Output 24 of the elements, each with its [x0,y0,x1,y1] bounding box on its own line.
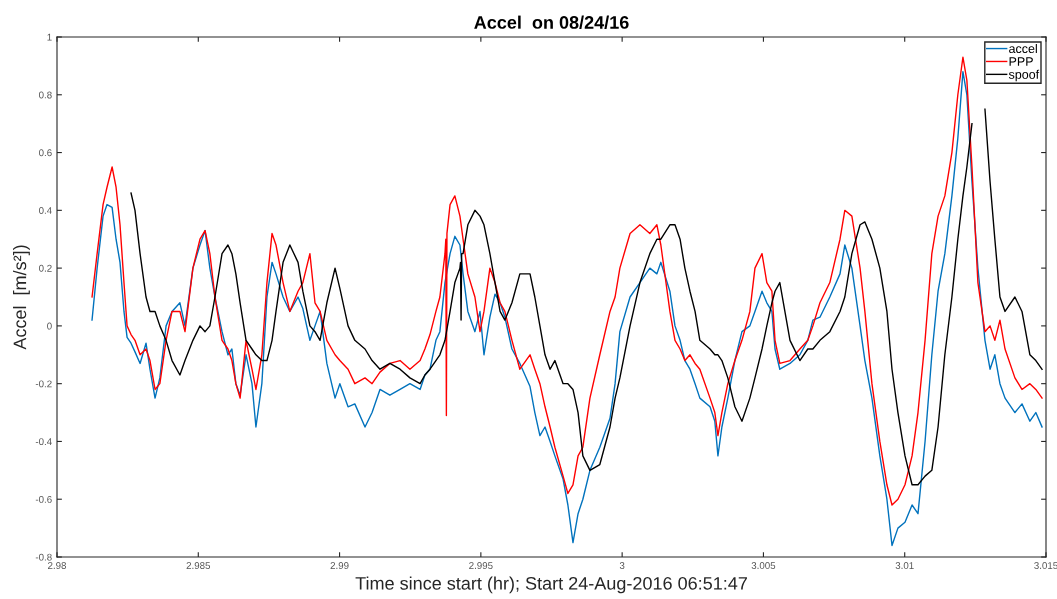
y-tick-label: -0.8 [35,553,52,561]
x-tick-label: 3.005 [751,562,776,569]
y-tick-label: 0.8 [39,91,52,99]
legend-label: PPP [1009,57,1033,66]
x-tick-label: 2.98 [48,562,67,569]
x-tick-label: 3 [619,562,625,569]
legend-label: accel [1009,43,1037,54]
x-tick-label: 3.01 [895,562,914,569]
y-tick-label: 0 [47,322,52,330]
y-tick-label: 1 [47,33,52,41]
y-tick-label: -0.4 [35,438,52,446]
legend-label: spoof [1008,69,1040,82]
x-tick-label: 2.99 [330,562,349,569]
y-tick-label: 0.6 [39,149,52,157]
x-tick-label: 2.985 [186,562,211,569]
x-tick-label: 3.015 [1034,562,1057,569]
x-axis-title: Time since start (hr); Start 24-Aug-2016 06:51:47 [355,576,747,594]
x-tick-label: 2.995 [469,562,493,569]
chart-title: Accel on 08/24/16 [474,15,629,30]
y-tick-label: 0.2 [39,264,52,272]
y-axis-title: Accel [m/s²]) [13,245,30,350]
y-tick-label: -0.2 [35,380,52,388]
y-tick-label: 0.4 [39,207,52,214]
y-tick-label: -0.6 [35,495,52,503]
